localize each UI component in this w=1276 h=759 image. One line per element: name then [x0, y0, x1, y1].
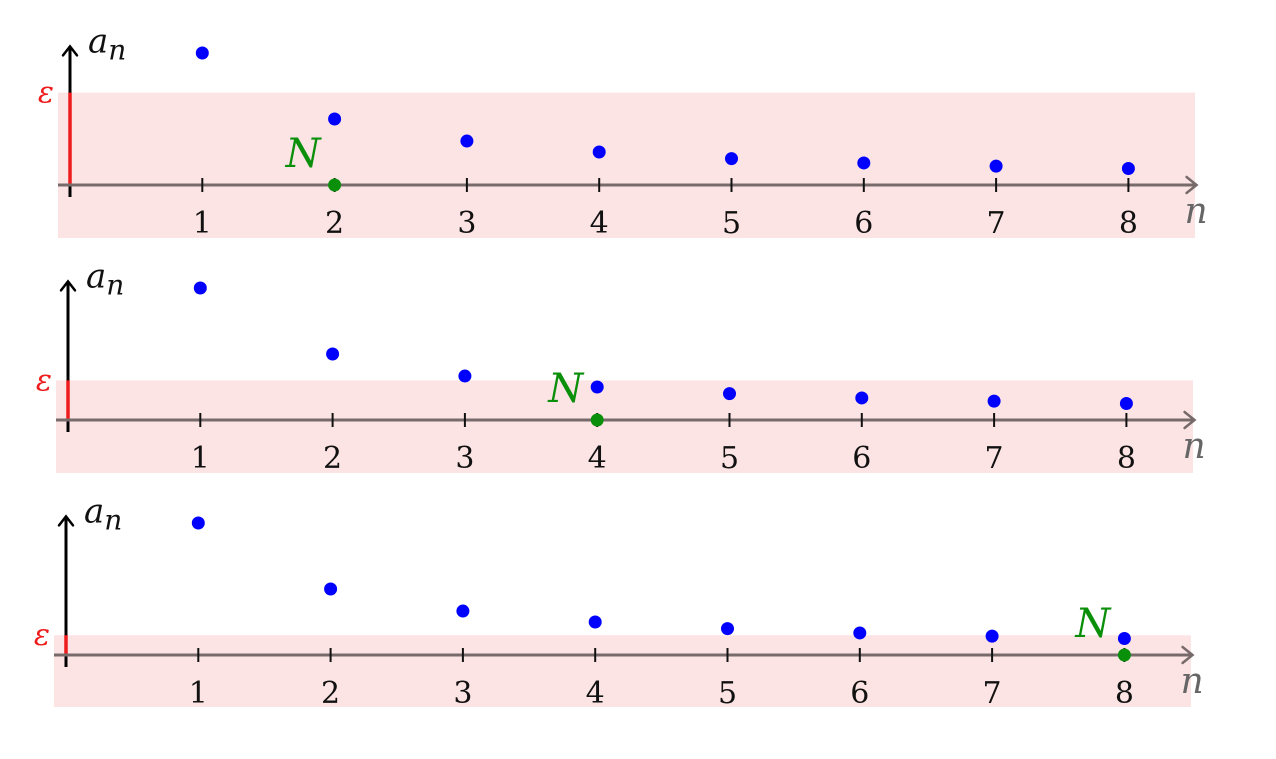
data-point	[460, 134, 474, 148]
data-point	[328, 112, 342, 126]
x-tick-label: 8	[1117, 441, 1136, 476]
x-tick-label: 1	[191, 441, 210, 476]
y-axis-label-subscript: n	[106, 268, 124, 301]
data-point	[853, 626, 867, 640]
data-point	[1121, 162, 1135, 175]
x-axis-label: n	[1183, 426, 1206, 467]
x-axis-arrowhead	[1185, 175, 1199, 195]
n-marker-label: N	[547, 366, 585, 412]
n-marker-point	[328, 178, 342, 192]
epsilon-label: ε	[34, 618, 50, 653]
x-tick-label: 2	[321, 676, 340, 711]
x-axis-arrowhead	[1181, 645, 1195, 665]
epsilon-label: ε	[36, 363, 52, 398]
data-point	[721, 622, 734, 636]
data-point	[1119, 397, 1133, 410]
data-point	[458, 369, 472, 383]
x-tick-label: 3	[455, 441, 474, 476]
x-tick-label: 7	[983, 676, 1002, 711]
n-marker-point	[1117, 648, 1131, 662]
data-point	[456, 604, 470, 618]
y-axis-label: an	[86, 256, 124, 301]
y-axis-label-base: a	[84, 491, 104, 531]
data-point	[985, 629, 999, 643]
x-tick-label: 1	[189, 676, 208, 711]
y-axis-arrowhead	[57, 514, 75, 527]
epsilon-band	[58, 92, 1195, 238]
data-point	[725, 152, 738, 166]
data-point	[855, 391, 869, 405]
x-axis-arrowhead	[1183, 410, 1197, 430]
n-marker-point	[590, 413, 604, 427]
y-axis-label: an	[88, 21, 126, 66]
x-tick-label: 2	[325, 206, 344, 241]
x-tick-label: 7	[987, 206, 1006, 241]
y-axis-label: an	[84, 491, 122, 536]
data-point	[191, 516, 205, 530]
x-tick-label: 1	[193, 206, 212, 241]
x-tick-label: 7	[985, 441, 1004, 476]
data-point	[592, 145, 606, 159]
data-point	[193, 281, 207, 295]
epsilon-band	[54, 635, 1191, 707]
x-tick-label: 8	[1119, 206, 1138, 241]
data-point	[590, 380, 604, 394]
n-marker-label: N	[1074, 601, 1112, 647]
x-tick-label: 6	[854, 206, 873, 241]
y-axis-label-base: a	[86, 256, 106, 296]
x-tick-label: 2	[323, 441, 342, 476]
x-tick-label: 4	[588, 441, 607, 476]
x-tick-label: 3	[457, 206, 476, 241]
y-axis-label-subscript: n	[108, 33, 126, 66]
data-point	[987, 394, 1001, 408]
y-axis-arrowhead	[61, 44, 79, 57]
data-point	[588, 615, 602, 629]
x-axis-label: n	[1185, 191, 1208, 232]
x-axis-label: n	[1181, 661, 1204, 702]
x-tick-label: 8	[1115, 676, 1134, 711]
x-tick-label: 6	[852, 441, 871, 476]
x-tick-label: 3	[453, 676, 472, 711]
epsilon-band	[56, 380, 1193, 473]
x-tick-label: 4	[590, 206, 609, 241]
data-point	[195, 46, 209, 60]
data-point	[989, 159, 1003, 173]
y-axis-label-subscript: n	[104, 503, 122, 536]
y-axis-label-base: a	[88, 21, 108, 61]
data-point	[1117, 632, 1131, 645]
data-point	[326, 347, 340, 361]
y-axis-arrowhead	[59, 279, 77, 292]
epsilon-label: ε	[38, 76, 54, 111]
x-tick-label: 5	[722, 206, 741, 241]
n-marker-label: N	[285, 131, 323, 177]
data-point	[723, 387, 736, 401]
x-tick-label: 5	[720, 441, 739, 476]
x-tick-label: 5	[718, 676, 737, 711]
data-point	[857, 156, 871, 170]
x-tick-label: 4	[586, 676, 605, 711]
data-point	[324, 582, 338, 596]
x-tick-label: 6	[850, 676, 869, 711]
